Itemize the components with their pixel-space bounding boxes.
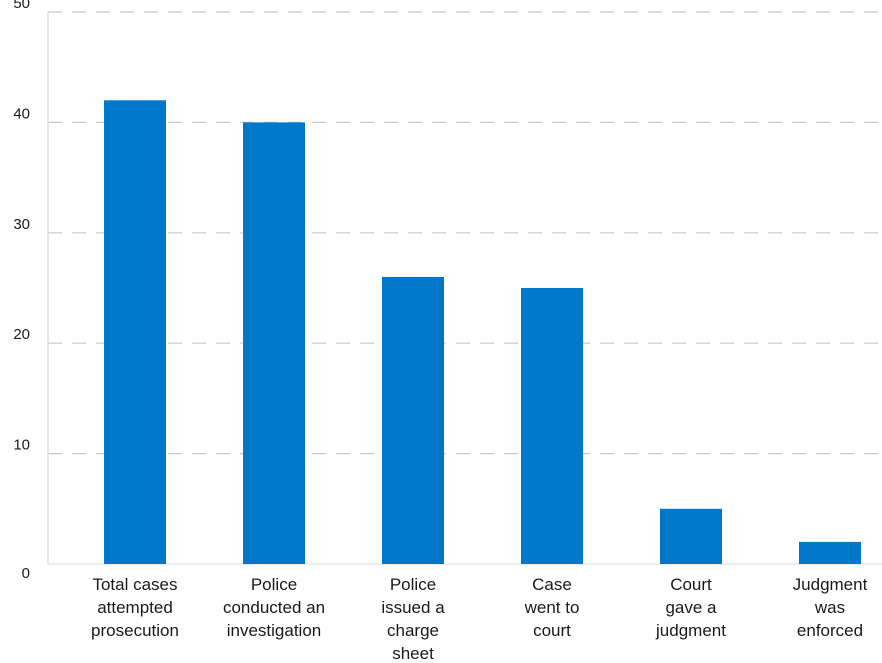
x-category-label-line: judgment: [655, 621, 726, 640]
bar: [243, 122, 305, 565]
x-category-label-line: was: [814, 598, 845, 617]
x-category-label-line: charge: [387, 621, 439, 640]
x-category-label-line: attempted: [97, 598, 173, 617]
x-category-label: Court gave a judgment: [655, 575, 726, 640]
x-category-label-line: Total cases: [92, 575, 177, 594]
x-category-label-line: Judgment: [793, 575, 868, 594]
y-tick-label: 0: [22, 565, 30, 582]
bar: [521, 288, 583, 564]
x-category-label-line: sheet: [392, 644, 434, 663]
x-category-label: Case went to court: [524, 575, 580, 640]
y-tick-label: 40: [13, 105, 30, 122]
x-category-labels: Total cases attempted prosecution Police con…: [91, 575, 868, 663]
y-tick-labels: 0 10 20 30 40 50: [13, 0, 30, 582]
x-category-label-line: prosecution: [91, 621, 179, 640]
y-tick-label: 20: [13, 326, 30, 343]
x-category-label-line: conducted an: [223, 598, 325, 617]
x-category-label-line: Police: [251, 575, 297, 594]
y-tick-label: 10: [13, 437, 30, 454]
x-category-label: Police issued a charge sheet: [381, 575, 445, 663]
bar: [799, 541, 861, 564]
x-category-label: Police conducted an investigation: [223, 575, 325, 640]
bar: [382, 276, 444, 564]
x-category-label-line: Police: [390, 575, 436, 594]
y-tick-label: 50: [13, 0, 30, 12]
axes: [47, 12, 882, 565]
x-category-label: Judgment was enforced: [793, 575, 868, 640]
x-category-label-line: investigation: [227, 621, 322, 640]
bar: [660, 508, 722, 564]
x-category-label-line: issued a: [381, 598, 445, 617]
bars: [104, 100, 861, 565]
x-category-label-line: court: [533, 621, 571, 640]
x-category-label-line: enforced: [797, 621, 863, 640]
y-tick-label: 30: [13, 216, 30, 233]
gridlines: [48, 11, 882, 455]
x-category-label-line: Case: [532, 575, 572, 594]
x-category-label-line: Court: [670, 575, 712, 594]
x-category-label-line: went to: [524, 598, 580, 617]
x-category-label: Total cases attempted prosecution: [91, 575, 179, 640]
x-category-label-line: gave a: [665, 598, 717, 617]
bar: [104, 100, 166, 564]
